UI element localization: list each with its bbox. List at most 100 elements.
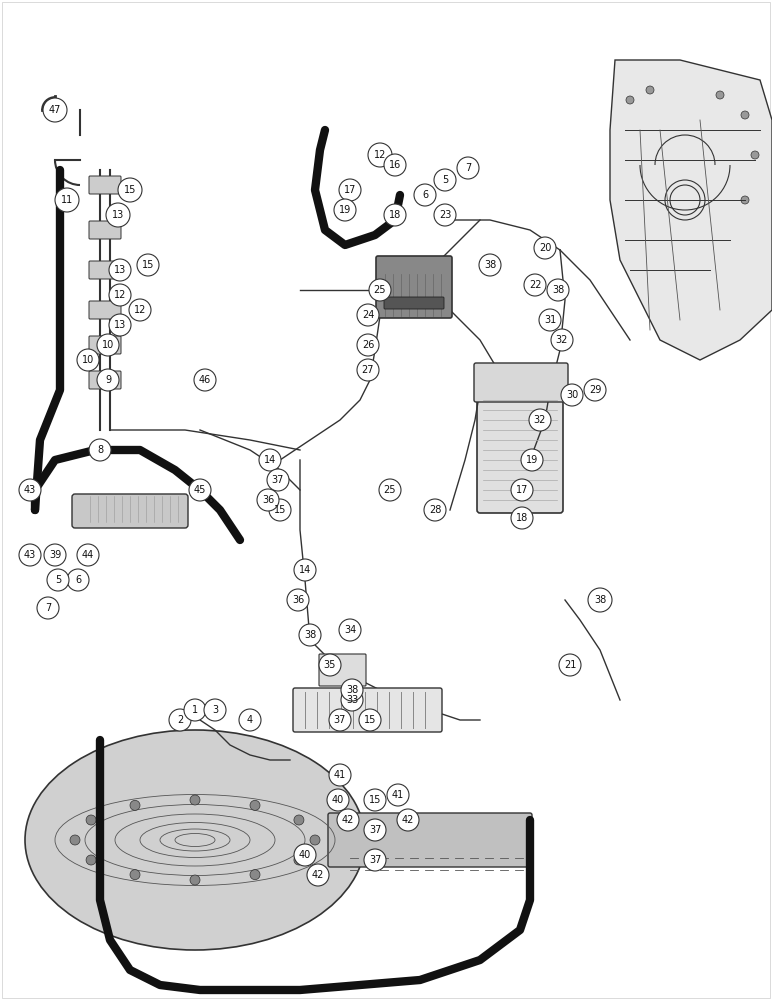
Circle shape [190,795,200,805]
Text: 14: 14 [299,565,311,575]
Circle shape [357,359,379,381]
Circle shape [716,91,724,99]
Circle shape [55,188,79,212]
FancyBboxPatch shape [328,813,532,867]
Text: 35: 35 [323,660,336,670]
Text: 14: 14 [264,455,276,465]
Text: 36: 36 [262,495,274,505]
Text: 22: 22 [529,280,541,290]
Text: 3: 3 [212,705,218,715]
Text: 33: 33 [346,695,358,705]
Circle shape [299,624,321,646]
Text: 44: 44 [82,550,94,560]
Circle shape [97,334,119,356]
Text: 25: 25 [384,485,396,495]
Circle shape [294,815,304,825]
Circle shape [257,489,279,511]
Circle shape [19,544,41,566]
Circle shape [130,870,140,880]
Polygon shape [610,60,772,360]
FancyBboxPatch shape [89,336,121,354]
Ellipse shape [25,730,365,950]
Text: 40: 40 [299,850,311,860]
Circle shape [118,178,142,202]
Text: 15: 15 [364,715,376,725]
Circle shape [86,815,96,825]
Text: 18: 18 [389,210,401,220]
Circle shape [357,304,379,326]
Text: 12: 12 [374,150,386,160]
Circle shape [190,875,200,885]
Text: 1: 1 [192,705,198,715]
Text: 29: 29 [589,385,601,395]
Circle shape [19,479,41,501]
Circle shape [106,203,130,227]
Circle shape [529,409,551,431]
Circle shape [70,835,80,845]
Circle shape [327,789,349,811]
Circle shape [561,384,583,406]
FancyBboxPatch shape [293,688,442,732]
Circle shape [334,199,356,221]
Text: 41: 41 [392,790,404,800]
Text: 38: 38 [346,685,358,695]
Circle shape [294,855,304,865]
Text: 15: 15 [274,505,286,515]
Text: 24: 24 [362,310,374,320]
Text: 38: 38 [552,285,564,295]
Circle shape [539,309,561,331]
Text: 2: 2 [177,715,183,725]
Text: 19: 19 [339,205,351,215]
Circle shape [239,709,261,731]
FancyBboxPatch shape [319,654,366,686]
Text: 38: 38 [484,260,496,270]
Text: 18: 18 [516,513,528,523]
Circle shape [337,809,359,831]
Circle shape [511,507,533,529]
Text: 31: 31 [544,315,556,325]
Text: 11: 11 [61,195,73,205]
Circle shape [129,299,151,321]
Circle shape [109,259,131,281]
Circle shape [559,654,581,676]
Circle shape [329,764,351,786]
Text: 23: 23 [438,210,451,220]
Circle shape [387,784,409,806]
FancyBboxPatch shape [89,261,121,279]
Text: 45: 45 [194,485,206,495]
Circle shape [741,111,749,119]
Circle shape [547,279,569,301]
Circle shape [250,870,260,880]
Circle shape [397,809,419,831]
Circle shape [479,254,501,276]
Circle shape [379,479,401,501]
Circle shape [434,169,456,191]
FancyBboxPatch shape [72,494,188,528]
Circle shape [189,479,211,501]
Text: 42: 42 [401,815,415,825]
Circle shape [364,819,386,841]
Text: 10: 10 [82,355,94,365]
Circle shape [368,143,392,167]
Text: 42: 42 [312,870,324,880]
Circle shape [47,569,69,591]
Text: 32: 32 [556,335,568,345]
Text: 7: 7 [45,603,51,613]
Circle shape [588,588,612,612]
Text: 13: 13 [114,265,126,275]
Circle shape [339,179,361,201]
Circle shape [339,619,361,641]
Circle shape [357,334,379,356]
Circle shape [457,157,479,179]
Circle shape [287,589,309,611]
Text: 13: 13 [112,210,124,220]
Text: 20: 20 [539,243,551,253]
Text: 7: 7 [465,163,471,173]
Circle shape [384,204,406,226]
Circle shape [341,689,363,711]
Circle shape [521,449,543,471]
Text: 17: 17 [344,185,356,195]
Circle shape [97,369,119,391]
Text: 47: 47 [49,105,61,115]
Circle shape [626,96,634,104]
